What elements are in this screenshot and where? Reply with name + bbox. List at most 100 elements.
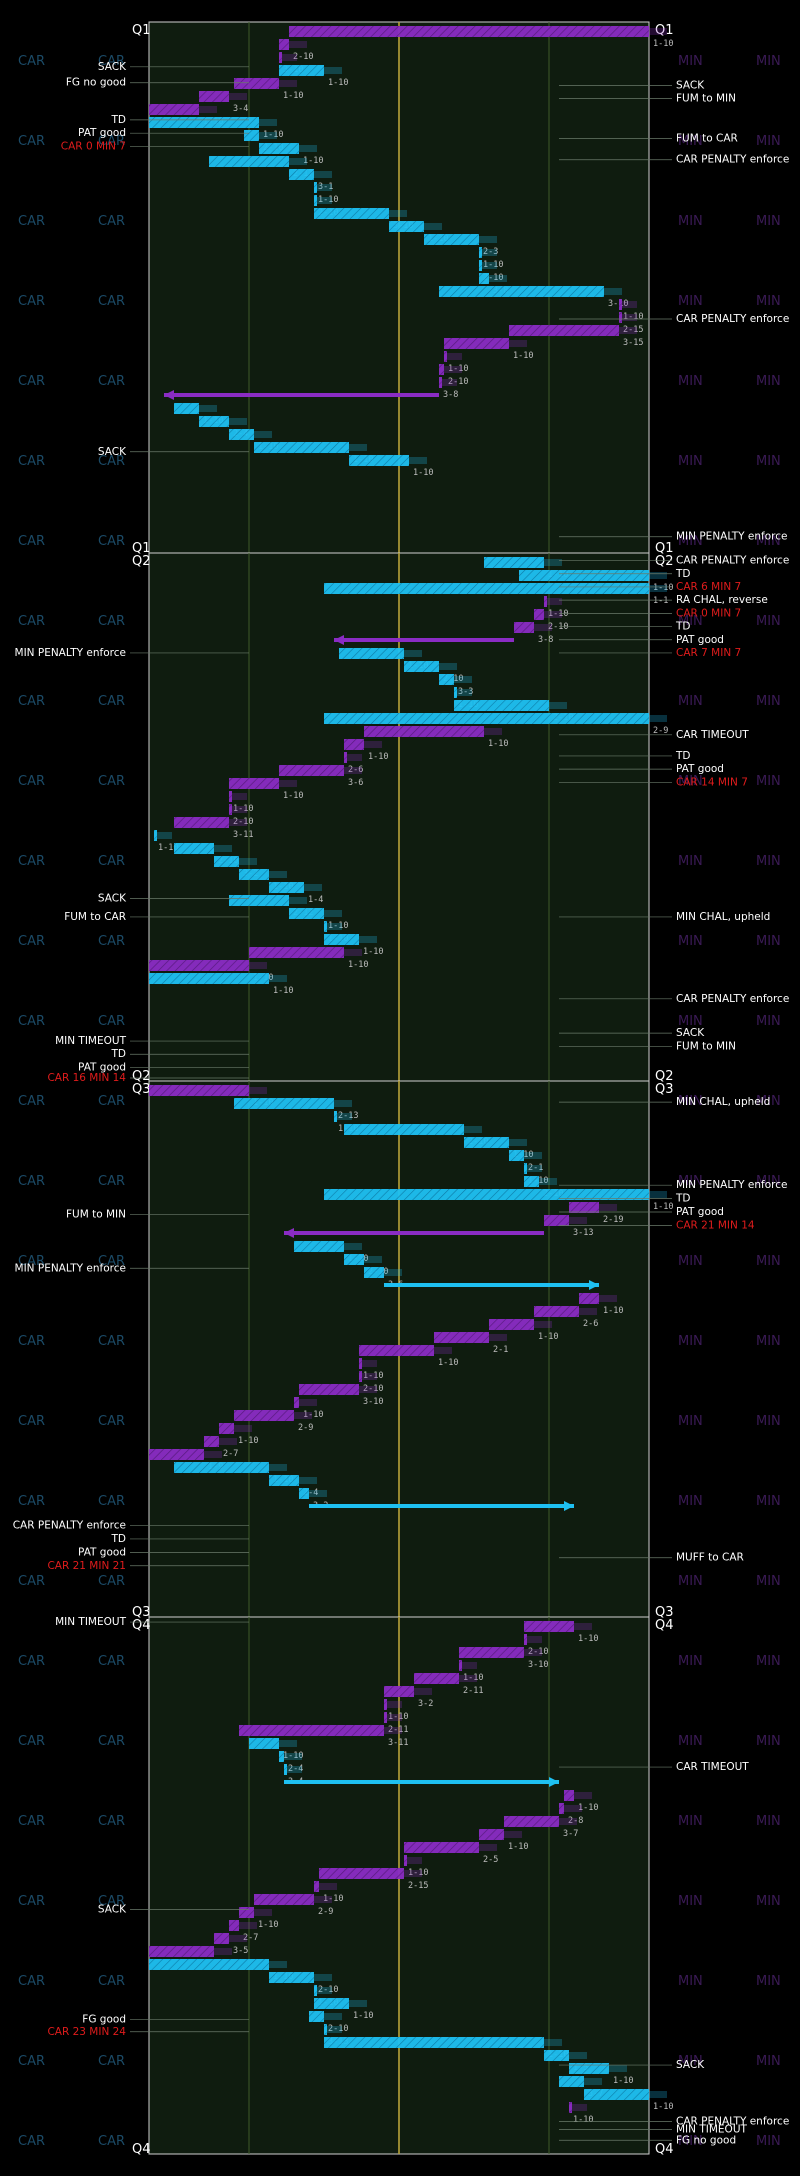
down-distance-label: 1-10: [578, 1803, 598, 1813]
down-distance-label: 1-10: [603, 1306, 623, 1316]
down-distance-label: 3-7: [563, 1829, 578, 1839]
watermark-car: CAR: [98, 534, 125, 549]
play-min: 1-10: [359, 1358, 383, 1381]
play-tail: [304, 884, 322, 891]
watermark-min: MIN: [678, 694, 703, 709]
play-min: 1-10: [364, 726, 508, 749]
watermark-min: MIN: [678, 1494, 703, 1509]
watermark-car: CAR: [98, 854, 125, 869]
play-min: 2-5: [404, 1842, 498, 1865]
play-bar: [384, 1712, 387, 1723]
play-bar: [314, 182, 317, 193]
play-bar: [479, 1829, 504, 1840]
play-tail: [214, 845, 232, 852]
play-bar: [524, 1621, 574, 1632]
play-tail: [619, 301, 637, 308]
play-bar: [544, 2050, 569, 2061]
watermark-car: CAR: [18, 294, 45, 309]
play-bar: [564, 1790, 574, 1801]
play-tail: [544, 2039, 562, 2046]
play-bar: [479, 247, 482, 258]
watermark-min: MIN: [756, 214, 781, 229]
score-label: CAR 21 MIN 14: [676, 1219, 755, 1231]
play-tail: [349, 444, 367, 451]
play-tail: [254, 1909, 272, 1916]
watermark-min: MIN: [756, 1334, 781, 1349]
down-distance-label: 1-10: [623, 312, 643, 322]
play-min: [164, 390, 439, 400]
play-bar: [229, 804, 232, 815]
play-bar: [364, 726, 484, 737]
play-bar: [324, 713, 649, 724]
watermark-min: MIN: [678, 934, 703, 949]
watermark-car: CAR: [98, 774, 125, 789]
play-tail: [219, 1438, 237, 1445]
quarter-label-top-left: Q1: [132, 23, 151, 38]
down-distance-label: 3-11: [388, 1738, 408, 1748]
play-tail: [229, 819, 247, 826]
play-tail: [319, 1883, 337, 1890]
watermark-car: CAR: [18, 2134, 45, 2149]
play-tail: [384, 1269, 402, 1276]
play-car: 1-10: [289, 908, 348, 931]
play-bar: [199, 416, 229, 427]
play-bar: [239, 1725, 384, 1736]
watermark-min: MIN: [678, 1014, 703, 1029]
watermark-car: CAR: [18, 1174, 45, 1189]
watermark-min: MIN: [678, 1334, 703, 1349]
watermark-min: MIN: [678, 1094, 703, 1109]
play-min: 1-10: [234, 78, 303, 101]
down-distance-label: 3-11: [233, 830, 253, 840]
play-bar: [249, 1738, 279, 1749]
play-min: 3-5: [214, 1933, 248, 1956]
play-bar: [149, 104, 199, 115]
play-car: 2-3: [424, 234, 498, 257]
down-distance-label: 1-1: [653, 596, 668, 606]
play-min: 2-15: [319, 1868, 428, 1891]
play-min: 2-10: [279, 39, 313, 62]
play-bar: [424, 234, 479, 245]
play-min: 2-10: [439, 364, 468, 387]
watermark-car: CAR: [18, 1014, 45, 1029]
play-tail: [299, 145, 317, 152]
watermark-car: CAR: [18, 854, 45, 869]
watermark-car: CAR: [18, 534, 45, 549]
play-min: 1-10: [579, 1293, 623, 1316]
down-distance-label: 2-6: [583, 1319, 598, 1329]
down-distance-label: 1-10: [508, 1842, 528, 1852]
event-label: FUM to MIN: [676, 93, 736, 105]
play-tail: [199, 405, 217, 412]
play-car: 2-13: [234, 1098, 358, 1121]
watermark-min: MIN: [756, 2134, 781, 2149]
play-tail: [504, 1831, 522, 1838]
watermark-car: CAR: [98, 54, 125, 69]
play-min: 2-19: [569, 1202, 623, 1225]
play-bar: [279, 39, 289, 50]
play-bar: [294, 1397, 299, 1408]
down-distance-label: 2-9: [298, 1423, 313, 1433]
event-label: PAT good: [78, 127, 126, 139]
play-bar: [154, 830, 157, 841]
watermark-car: CAR: [98, 1974, 125, 1989]
play-car: 1-10: [324, 1189, 673, 1212]
down-distance-label: 1-10: [653, 583, 673, 593]
play-tail: [299, 1399, 317, 1406]
watermark-min: MIN: [678, 854, 703, 869]
event-label: CAR PENALTY enforce: [676, 154, 789, 166]
score-label: CAR 16 MIN 14: [47, 1072, 126, 1084]
event-label: RA CHAL, reverse: [676, 594, 768, 606]
play-bar: [434, 1332, 489, 1343]
play-bar: [284, 1764, 287, 1775]
play-tail: [324, 2013, 342, 2020]
play-car: 3-10: [439, 286, 628, 309]
play-car: 2-4: [279, 1751, 303, 1774]
play-tail: [294, 1412, 312, 1419]
watermark-min: MIN: [678, 1574, 703, 1589]
event-label: SACK: [676, 79, 705, 91]
play-bar: [524, 1163, 527, 1174]
event-label: PAT good: [78, 1061, 126, 1073]
play-bar: [464, 1137, 509, 1148]
play-bar: [364, 1267, 384, 1278]
event-label: TD: [111, 1533, 127, 1545]
play-bar: [314, 1881, 319, 1892]
